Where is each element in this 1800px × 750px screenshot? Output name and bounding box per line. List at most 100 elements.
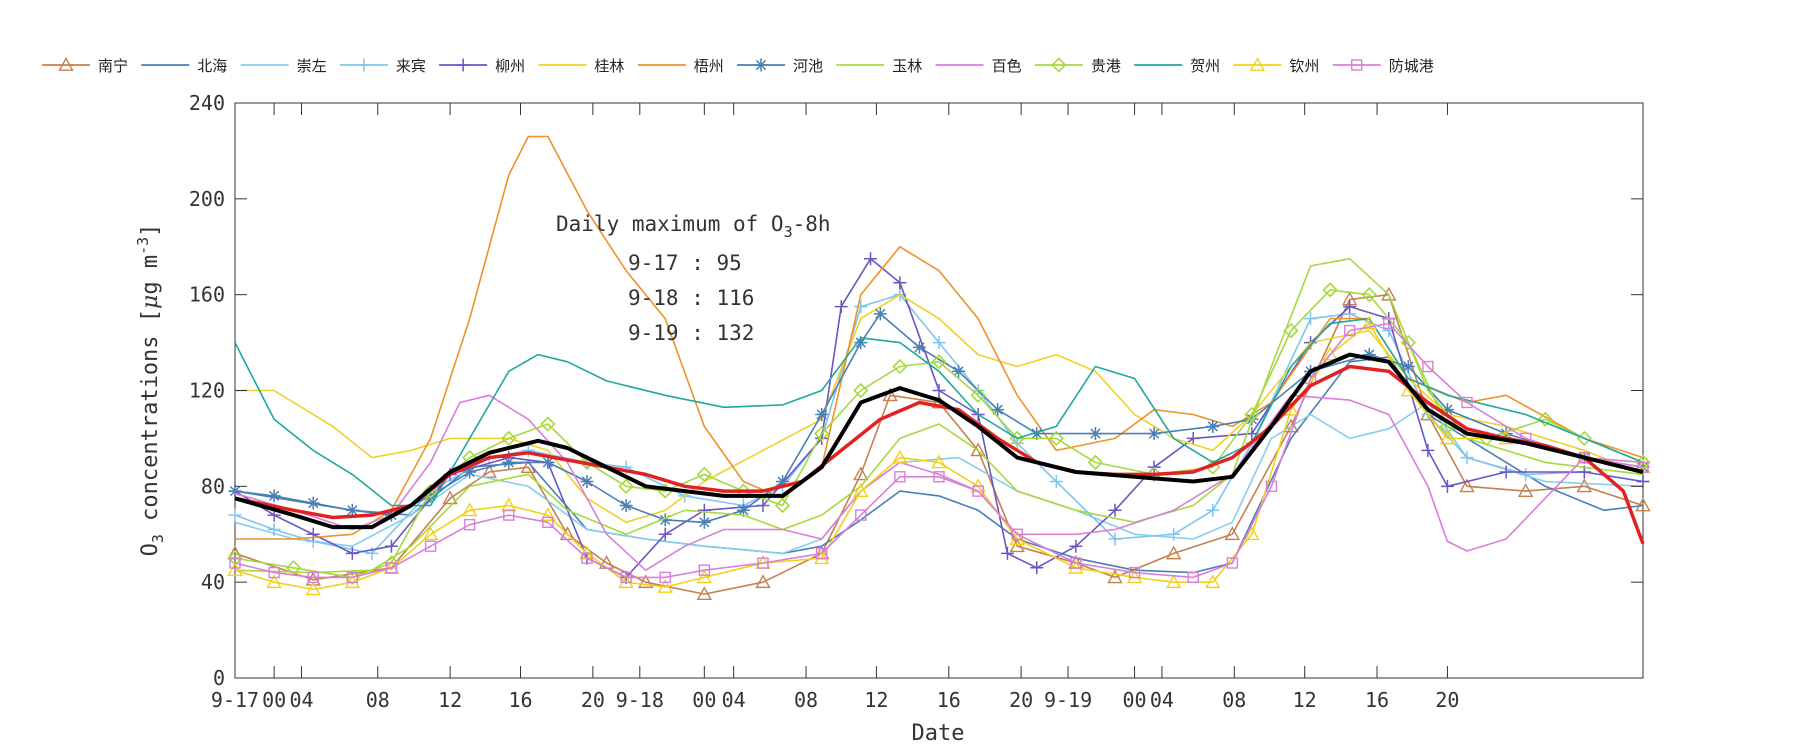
data-point-marker: [463, 465, 477, 479]
data-point-marker: [1108, 532, 1122, 546]
legend-entry: 梧州: [637, 57, 724, 75]
data-point-marker: [346, 571, 359, 584]
data-point-marker: [1361, 315, 1377, 330]
data-point-marker: [1009, 538, 1025, 553]
x-tick-label: 04: [722, 688, 746, 712]
series-line: [234, 257, 1644, 579]
legend-label: 柳州: [495, 57, 525, 75]
data-point-marker: [424, 489, 438, 503]
data-point-marker: [619, 499, 633, 512]
series-line: [235, 293, 1644, 524]
legend-entry: 河池: [737, 57, 823, 75]
data-point-marker: [696, 569, 713, 584]
legend-marker: [1249, 57, 1266, 71]
data-point-marker: [696, 586, 713, 601]
data-point-marker: [1147, 427, 1161, 441]
data-point-marker: [580, 475, 594, 489]
x-tick-label: 20: [1435, 688, 1459, 712]
data-point-marker: [1401, 360, 1415, 374]
data-point-marker: [1460, 451, 1474, 465]
data-point-marker: [229, 557, 241, 569]
legend-entry: 崇左: [240, 57, 327, 75]
series-7: [235, 135, 1644, 540]
data-point-marker: [658, 527, 672, 541]
series-15: [234, 364, 1645, 545]
x-tick-label: 20: [1009, 688, 1033, 712]
data-point-marker: [1244, 526, 1260, 541]
data-point-marker: [657, 579, 673, 593]
y-axis-title: O3 concentrations [μg m-3]: [134, 224, 167, 557]
data-point-marker: [307, 571, 319, 584]
data-point-marker: [228, 508, 242, 522]
data-point-marker: [1011, 528, 1023, 540]
legend-label: 防城港: [1389, 57, 1434, 75]
data-point-marker: [1381, 286, 1397, 301]
data-point-marker: [1087, 454, 1104, 471]
data-point-marker: [618, 478, 634, 494]
series-line: [234, 394, 1644, 571]
data-point-marker: [383, 555, 400, 571]
data-point-marker: [972, 485, 984, 497]
series-layer: [227, 135, 1651, 601]
data-point-marker: [853, 466, 869, 481]
data-point-marker: [864, 252, 878, 266]
legend: 南宁 北海 崇左 来宾 柳州 桂林 梧州 河池 玉林 百色 贵港 贺州 钦州 防城港: [42, 57, 1434, 75]
data-point-marker: [1461, 396, 1473, 409]
legend-label: 玉林: [892, 57, 922, 75]
data-point-marker: [1187, 571, 1199, 584]
data-point-marker: [1519, 467, 1533, 481]
x-tick-label: 16: [937, 688, 961, 712]
y-title-sup: -3: [134, 237, 152, 255]
annotation-line-1: 9-17 : 95: [628, 251, 742, 275]
data-point-marker: [481, 464, 497, 478]
data-point-marker: [1322, 282, 1338, 298]
data-point-marker: [755, 574, 771, 589]
data-point-marker: [970, 442, 986, 457]
data-point-marker: [1635, 497, 1651, 512]
legend-entry: 贺州: [1134, 57, 1220, 75]
y-title-mu: μ: [138, 295, 163, 309]
data-point-marker: [698, 564, 711, 576]
data-point-marker: [1165, 574, 1182, 589]
y-tick-label: 240: [189, 91, 225, 115]
legend-label: 桂林: [594, 57, 624, 75]
x-tick-label: 08: [366, 688, 390, 712]
data-point-marker: [268, 566, 280, 579]
data-point-marker: [892, 449, 908, 464]
data-point-marker: [1128, 566, 1141, 579]
data-point-marker: [521, 443, 535, 457]
data-point-marker: [1165, 545, 1182, 560]
data-point-marker: [1265, 480, 1278, 493]
data-point-marker: [1070, 557, 1082, 569]
legend-entry: 钦州: [1233, 57, 1319, 75]
data-point-marker: [931, 454, 947, 469]
legend-label: 北海: [197, 57, 227, 75]
data-point-marker: [1146, 466, 1162, 482]
data-point-marker: [1422, 360, 1434, 373]
series-5: [228, 252, 1650, 584]
legend-marker: [357, 58, 371, 72]
series-line: [235, 135, 1644, 540]
data-point-marker: [1048, 430, 1064, 447]
data-point-marker: [697, 515, 711, 529]
data-point-marker: [1439, 430, 1456, 445]
data-point-marker: [442, 490, 458, 505]
legend-label: 贺州: [1190, 57, 1220, 75]
data-point-marker: [1206, 503, 1220, 517]
annotation-line-2: 9-18 : 116: [628, 286, 754, 310]
data-point-marker: [305, 571, 321, 586]
data-point-marker: [424, 540, 437, 552]
legend-label: 贵港: [1091, 57, 1121, 75]
annotation-title-pre: Daily maximum of O: [556, 212, 784, 236]
y-tick-label: 40: [201, 570, 225, 594]
data-point-marker: [345, 546, 359, 560]
data-point-marker: [814, 425, 830, 442]
legend-entry: 柳州: [439, 57, 525, 75]
series-1: [227, 286, 1651, 601]
x-tick-label: 00: [692, 688, 716, 712]
data-point-marker: [659, 571, 671, 584]
series-9: [234, 257, 1644, 574]
data-point-marker: [834, 300, 848, 314]
data-point-marker: [893, 276, 907, 290]
legend-entry: 贵港: [1034, 57, 1121, 75]
